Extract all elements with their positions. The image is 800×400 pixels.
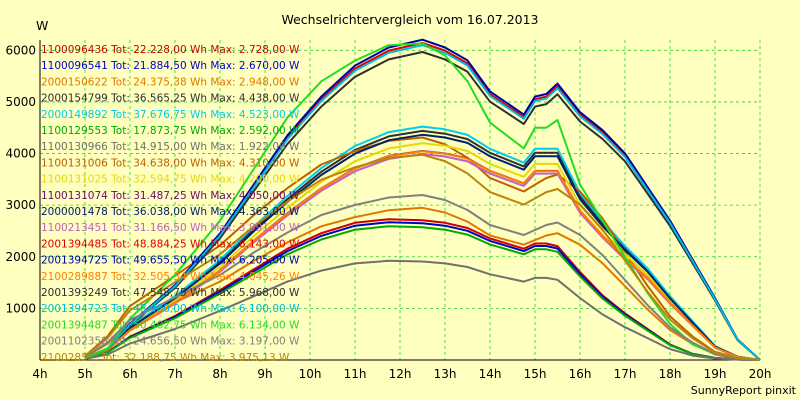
series-lines — [84, 38, 761, 361]
legend-entry-12: 1100213451 Tot: 31.166,50 Wh Max: 3.991,… — [41, 222, 300, 234]
legend-entry-7: 1100130966 Tot: 14.915,00 Wh Max: 1.922,… — [41, 141, 300, 153]
legend-entry-18: 2001394487 Tot: 50.402,75 Wh Max: 6.134,… — [41, 319, 300, 331]
legend-entry-19: 2001102358 Tot: 24.656,50 Wh Max: 3.197,… — [41, 336, 300, 348]
series-line-19 — [84, 194, 761, 361]
legend-entry-9: 1100131025 Tot: 32.594,75 Wh Max: 4.200,… — [41, 174, 300, 186]
credit-label: SunnyReport pinxit — [691, 384, 797, 397]
x-tick-label: 10h — [299, 367, 322, 381]
y-axis-unit: W — [36, 18, 48, 33]
series-line-17 — [84, 44, 761, 361]
series-line-5 — [84, 125, 761, 361]
series-line-8 — [84, 136, 761, 361]
x-tick-label: 11h — [344, 367, 367, 381]
legend: 1100096436 Tot: 22.228,00 Wh Max: 2.728,… — [41, 44, 300, 364]
x-tick-label: 4h — [32, 367, 47, 381]
series-line-16 — [84, 51, 761, 361]
x-tick-label: 7h — [167, 367, 182, 381]
x-tick-label: 20h — [749, 367, 772, 381]
x-tick-label: 18h — [659, 367, 682, 381]
x-tick-label: 14h — [479, 367, 502, 381]
x-tick-label: 19h — [704, 367, 727, 381]
legend-entry-10: 1100131074 Tot: 31.487,25 Wh Max: 4.050,… — [41, 190, 300, 202]
chart-title: Wechselrichtervergleich vom 16.07.2013 — [281, 12, 538, 27]
legend-entry-13: 2001394485 Tot: 48.884,25 Wh Max: 6.143,… — [41, 238, 300, 250]
x-tick-label: 12h — [389, 367, 412, 381]
x-tick-labels: 4h 5h 6h 7h 8h 9h 10h 11h 12h 13h 14h 15h 16h 17h 18h 1… — [32, 367, 771, 381]
legend-entry-2: 1100096541 Tot: 21.884,50 Wh Max: 2.670,… — [41, 60, 300, 72]
series-line-15 — [84, 150, 761, 361]
x-tick-label: 8h — [212, 367, 227, 381]
y-tick-label: 5000 — [5, 95, 36, 109]
y-tick-label: 6000 — [5, 43, 36, 57]
legend-entry-4: 2000154799 Tot: 36.565,25 Wh Max: 4.438,… — [41, 93, 300, 105]
series-line-14 — [84, 38, 761, 361]
x-tick-label: 13h — [434, 367, 457, 381]
legend-entry-16: 2001393249 Tot: 47.548,75 Wh Max: 5.968,… — [41, 287, 300, 299]
legend-entry-6: 1100129553 Tot: 17.873,75 Wh Max: 2.592,… — [41, 125, 300, 137]
series-line-3 — [84, 206, 761, 361]
grid — [39, 40, 761, 360]
legend-entry-20: 2100285... Tot: 32.188,75 Wh Max: 3.975,… — [41, 352, 290, 364]
y-tick-label: 1000 — [5, 301, 36, 315]
legend-entry-5: 2000149892 Tot: 37.676,75 Wh Max: 4.523,… — [41, 109, 300, 121]
series-line-18 — [84, 42, 761, 361]
x-tick-label: 6h — [122, 367, 137, 381]
x-tick-label: 5h — [77, 367, 92, 381]
series-line-11 — [84, 133, 761, 361]
series-line-9 — [84, 142, 761, 361]
legend-entry-14: 2001394725 Tot: 49.655,50 Wh Max: 6.205,… — [41, 255, 300, 267]
x-tick-label: 16h — [569, 367, 592, 381]
x-tick-label: 17h — [614, 367, 637, 381]
series-line-20 — [84, 153, 761, 361]
series-line-7 — [84, 259, 761, 361]
series-line-6 — [84, 225, 761, 361]
y-tick-label: 3000 — [5, 198, 36, 212]
y-tick-label: 4000 — [5, 147, 36, 161]
y-tick-labels: 1000 2000 3000 4000 5000 6000 — [5, 43, 36, 315]
legend-entry-15: 2100289887 Tot: 32.505,34 Wh Max: 4.045,… — [41, 271, 300, 283]
x-tick-label: 9h — [257, 367, 272, 381]
legend-entry-11: 2000001478 Tot: 36.038,00 Wh Max: 4.363,… — [41, 206, 300, 218]
x-tick-label: 15h — [524, 367, 547, 381]
y-tick-label: 2000 — [5, 250, 36, 264]
legend-entry-3: 2000150622 Tot: 24.375,38 Wh Max: 2.948,… — [41, 76, 300, 88]
legend-entry-17: 2001394723 Tot: 48.480,00 Wh Max: 6.100,… — [41, 303, 300, 315]
legend-entry-8: 1100131006 Tot: 34.638,00 Wh Max: 4.310,… — [41, 157, 300, 169]
legend-entry-1: 1100096436 Tot: 22.228,00 Wh Max: 2.728,… — [41, 44, 300, 56]
axes — [39, 40, 760, 361]
